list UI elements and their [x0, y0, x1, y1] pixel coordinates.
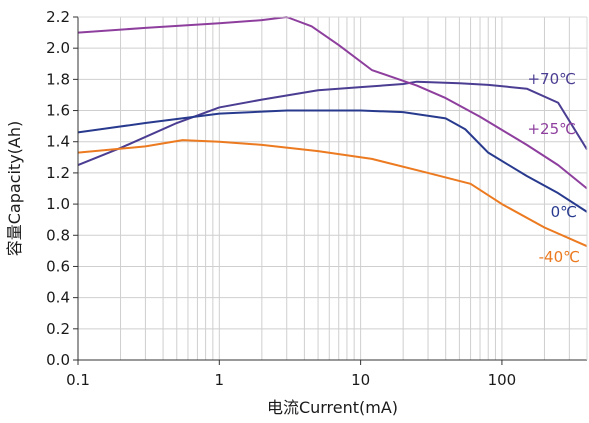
y-tick-label: 0.8 — [46, 226, 70, 244]
grid — [77, 16, 588, 361]
y-tick-label: 0.2 — [46, 320, 70, 338]
series-lines — [77, 16, 588, 248]
y-tick-label: 1.0 — [46, 195, 70, 213]
y-tick-label: 1.2 — [46, 164, 70, 182]
series-label-2: 0℃ — [551, 203, 577, 221]
x-axis-title: 电流Current(mA) — [267, 398, 398, 417]
labels: 电流Current(mA) 容量Capacity(Ah) 0.0 0.2 0.4 0.… — [5, 8, 580, 417]
series-label-3: -40℃ — [539, 248, 580, 266]
series-line-1 — [77, 16, 588, 190]
y-tick-label: 0.4 — [46, 289, 70, 307]
series-label-1: +25℃ — [527, 120, 576, 138]
series-line-2 — [77, 109, 588, 213]
y-tick-label: 1.8 — [46, 70, 70, 88]
plot-frame — [73, 16, 588, 365]
y-tick-label: 2.2 — [46, 8, 70, 26]
y-tick-label: 2.0 — [46, 39, 70, 57]
x-tick-label: 100 — [488, 371, 517, 389]
y-tick-label: 1.4 — [46, 133, 70, 151]
y-tick-label: 1.6 — [46, 102, 70, 120]
x-tick-label: 0.1 — [66, 371, 90, 389]
series-line-0 — [77, 80, 588, 167]
series-line-3 — [77, 139, 588, 248]
y-axis-title: 容量Capacity(Ah) — [5, 121, 24, 257]
series-label-0: +70℃ — [527, 70, 576, 88]
y-tick-label: 0.6 — [46, 257, 70, 275]
x-tick-label: 10 — [351, 371, 370, 389]
y-tick-label: 0.0 — [46, 351, 70, 369]
x-tick-label: 1 — [215, 371, 225, 389]
